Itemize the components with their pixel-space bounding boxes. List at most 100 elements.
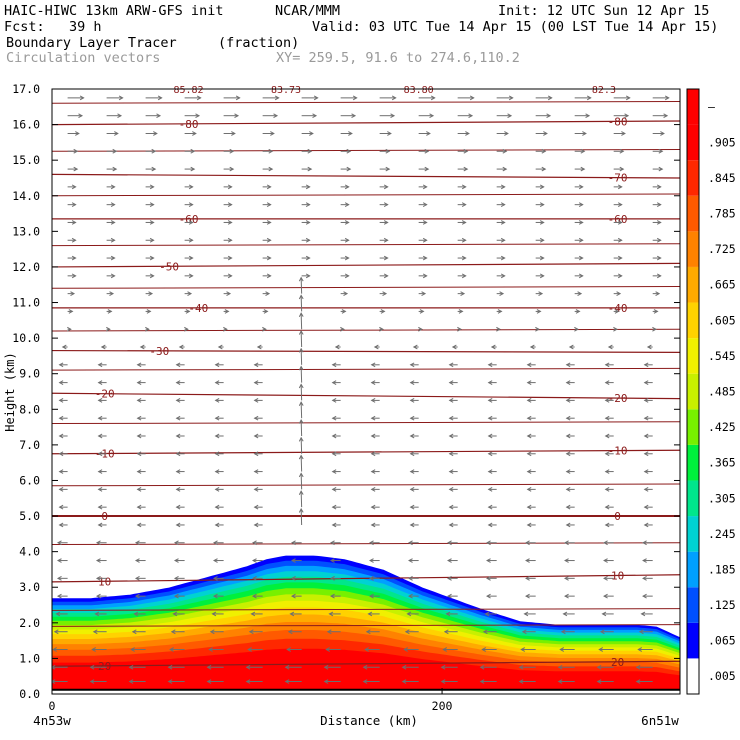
vector-arrowhead — [536, 309, 542, 314]
vector-arrowhead — [451, 344, 457, 350]
vector-arrowhead — [507, 113, 513, 119]
vector-arrowhead — [383, 202, 389, 208]
vector-arrowhead — [188, 273, 194, 279]
vector-arrowhead — [447, 540, 452, 546]
vector-arrowhead — [344, 273, 350, 279]
vector-arrowhead — [156, 113, 162, 119]
vector-arrowhead — [565, 522, 571, 528]
vector-arrowhead — [560, 629, 566, 635]
vector-arrowhead — [557, 679, 563, 684]
vector-arrowhead — [268, 148, 274, 154]
vector-arrowhead — [526, 487, 532, 492]
vector-arrowhead — [370, 522, 376, 528]
vector-arrowhead — [422, 255, 428, 261]
vector-arrowhead — [344, 184, 350, 190]
vector-arrowhead — [307, 166, 313, 172]
vector-arrowhead — [56, 540, 62, 546]
vector-arrowhead — [370, 415, 376, 421]
vector-arrowhead — [408, 558, 413, 563]
vector-arrowhead — [663, 113, 669, 119]
vector-arrowhead — [617, 184, 623, 190]
y-axis-label: Height (km) — [3, 352, 17, 431]
y-tick-label: 17.0 — [12, 82, 40, 96]
vector-arrowhead — [604, 362, 610, 368]
vector-arrowhead — [344, 220, 350, 225]
vector-arrowhead — [616, 291, 622, 296]
vector-arrowhead — [266, 273, 272, 279]
vector-arrowhead — [134, 575, 140, 581]
contour-label: -50 — [159, 260, 179, 273]
colorbar-swatch — [687, 622, 699, 659]
colorbar-label: .365 — [708, 456, 736, 470]
vector-arrowhead — [235, 95, 241, 101]
vector-arrowhead — [305, 237, 311, 243]
vector-arrowhead — [603, 575, 608, 581]
vector-arrowhead — [133, 611, 139, 617]
vector-arrowhead — [604, 451, 610, 457]
contour-line-aux — [52, 286, 680, 289]
contour-label: -10 — [608, 445, 628, 458]
vector-arrowhead — [298, 276, 304, 282]
vector-arrowhead — [385, 166, 391, 172]
vector-arrowhead — [253, 398, 259, 403]
vector-arrowhead — [565, 380, 571, 385]
header-vectors: Circulation vectors — [6, 50, 161, 66]
colorbar-swatch — [687, 160, 699, 196]
vector-arrowhead — [664, 95, 670, 101]
vector-arrowhead — [604, 504, 610, 510]
vector-arrowhead — [614, 309, 620, 314]
vector-arrowhead — [365, 629, 371, 635]
colorbar-label: .305 — [708, 491, 736, 505]
vector-arrowhead — [409, 487, 415, 492]
vector-arrowhead — [290, 540, 296, 546]
vector-arrowhead — [468, 113, 474, 119]
vector-arrowhead — [206, 679, 212, 684]
vector-arrowhead — [112, 148, 118, 154]
vector-arrowhead — [577, 291, 583, 296]
vector-arrowhead — [440, 679, 446, 684]
vector-arrowhead — [175, 415, 181, 421]
x-axis-label: Distance (km) — [320, 713, 418, 728]
vector-arrowhead — [656, 273, 662, 279]
y-tick-label: 12.0 — [12, 260, 40, 274]
vector-arrowhead — [578, 202, 584, 208]
vector-arrowhead — [370, 433, 376, 439]
vector-arrowhead — [270, 131, 275, 136]
vector-arrowhead — [482, 629, 488, 635]
vector-arrowhead — [331, 433, 337, 439]
y-tick-label: 11.0 — [12, 296, 40, 310]
vector-arrowhead — [273, 113, 279, 119]
vector-arrowhead — [655, 291, 661, 296]
vector-arrowhead — [97, 415, 103, 421]
vector-arrowhead — [97, 398, 103, 403]
vector-arrowhead — [604, 415, 610, 421]
vector-arrowhead — [422, 237, 428, 243]
colorbar-label: .245 — [708, 527, 736, 541]
vector-arrowhead — [343, 291, 349, 296]
vector-arrowhead — [298, 294, 304, 300]
vector-arrowhead — [443, 629, 449, 635]
vector-arrowhead — [71, 237, 77, 243]
contour-line-aux — [52, 193, 680, 197]
vector-arrowhead — [658, 148, 664, 154]
vector-arrowhead — [169, 647, 174, 652]
vector-arrowhead — [328, 611, 334, 617]
colorbar-swatch — [687, 89, 699, 125]
vector-arrowhead — [370, 380, 376, 385]
vector-arrowhead — [229, 148, 235, 154]
vector-arrowhead — [481, 647, 487, 652]
vector-arrowhead — [391, 95, 397, 101]
vector-arrowhead — [564, 593, 569, 599]
vector-arrowhead — [525, 558, 530, 563]
vector-arrowhead — [526, 522, 532, 528]
vector-arrowhead — [523, 611, 529, 617]
vector-arrowhead — [95, 558, 101, 563]
vector-arrowhead — [305, 220, 311, 225]
vector-arrowhead — [526, 469, 532, 474]
vector-arrowhead — [55, 611, 61, 617]
x-endpoint-right: 6n51w — [641, 713, 679, 728]
vector-arrowhead — [136, 415, 142, 421]
vector-arrowhead — [71, 255, 77, 261]
vector-arrowhead — [231, 131, 236, 136]
vector-arrowhead — [518, 679, 524, 684]
